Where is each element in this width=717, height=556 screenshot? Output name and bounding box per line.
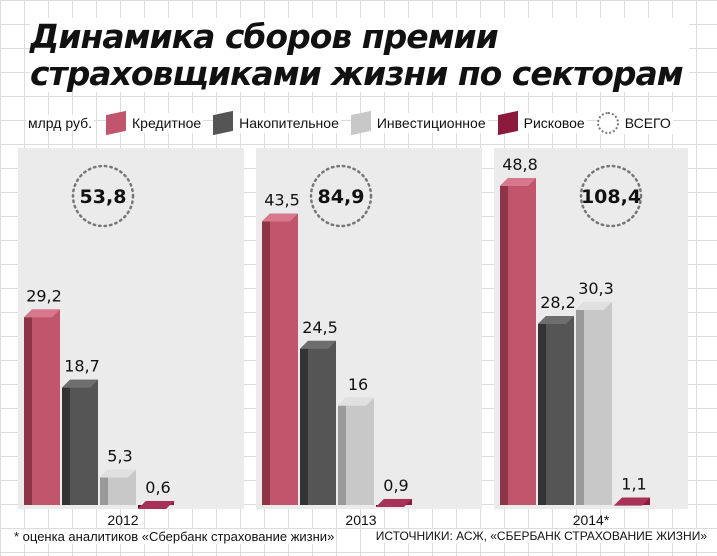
bar-top: [538, 316, 574, 325]
bar-Кредитное: [270, 213, 298, 506]
category-label: 2013: [345, 512, 376, 528]
legend-swatch-credit: [106, 110, 127, 136]
bar-side: [538, 316, 546, 505]
chart-title: Динамика сборов премии страховщиками жиз…: [30, 18, 689, 92]
footnote: * оценка аналитиков «Сбербанк страховани…: [14, 529, 335, 544]
bar-Инвестиционное: [584, 301, 612, 505]
data-label: 5,3: [107, 446, 132, 465]
bar-Инвестиционное: [346, 397, 374, 505]
legend-swatch-savings: [213, 110, 234, 136]
bar-side: [100, 469, 108, 505]
bar-top: [100, 469, 136, 478]
data-label: 1,1: [621, 475, 646, 494]
chart-title-line-2: страховщиками жизни по секторам: [30, 54, 684, 93]
data-label: 24,5: [302, 318, 338, 337]
bar-Кредитное: [32, 309, 60, 505]
bar-top: [376, 498, 412, 507]
data-label: 18,7: [64, 357, 100, 376]
total-circle: [579, 164, 643, 228]
legend-item-savings: Накопительное: [213, 110, 341, 136]
bar-Накопительное: [308, 340, 336, 505]
total-circle: [71, 164, 135, 228]
legend-item-total: ВСЕГО: [596, 112, 673, 134]
bar-top: [500, 178, 536, 187]
bar-top: [24, 309, 60, 318]
chart-title-line-1: Динамика сборов премии: [30, 17, 499, 56]
unit-label: млрд руб.: [26, 115, 95, 131]
legend-swatch-investment: [350, 110, 371, 136]
total-circle: [309, 164, 373, 228]
legend-swatch-risk: [497, 110, 518, 136]
bar-Накопительное: [546, 316, 574, 505]
bar-top: [338, 397, 374, 406]
category-label: 2014*: [573, 512, 610, 528]
bar-side: [262, 213, 270, 506]
legend-label-risk: Рисковое: [523, 115, 585, 131]
sources: ИСТОЧНИКИ: АСЖ, «СБЕРБАНК СТРАХОВАНИЕ ЖИ…: [375, 529, 707, 543]
data-label: 30,3: [578, 279, 614, 298]
category-label: 2012: [107, 512, 138, 528]
legend-label-total: ВСЕГО: [624, 115, 671, 131]
bar-top: [62, 379, 98, 388]
data-label: 43,5: [264, 191, 300, 210]
data-label: 0,9: [383, 476, 408, 495]
bar-top: [262, 213, 298, 222]
bar-top: [138, 500, 174, 509]
data-label: 48,8: [502, 155, 538, 174]
bar-side: [500, 178, 508, 506]
data-label: 16: [348, 375, 368, 394]
legend-label-savings: Накопительное: [239, 115, 339, 131]
data-label: 29,2: [26, 286, 62, 305]
bar-top: [576, 301, 612, 310]
bar-side: [62, 379, 70, 505]
legend-item-risk: Рисковое: [497, 110, 587, 136]
legend: млрд руб. Кредитное Накопительное Инвест…: [0, 106, 717, 140]
data-label: 28,2: [540, 293, 576, 312]
total-value: 53,8: [80, 186, 127, 208]
legend-swatch-total: [596, 112, 619, 134]
bar-side: [576, 301, 584, 505]
legend-item-investment: Инвестиционное: [350, 110, 488, 136]
bar-Кредитное: [508, 178, 536, 506]
total-value: 84,9: [318, 186, 365, 208]
bar-top: [614, 497, 650, 506]
legend-item-credit: Кредитное: [106, 110, 204, 136]
bar-side: [24, 309, 32, 505]
bar-side: [300, 340, 308, 505]
legend-label-investment: Инвестиционное: [376, 115, 486, 131]
bar-top: [300, 340, 336, 349]
bar-Накопительное: [70, 379, 98, 505]
data-label: 0,6: [145, 478, 170, 497]
bar-side: [338, 397, 346, 505]
legend-label-credit: Кредитное: [132, 115, 202, 131]
total-value: 108,4: [581, 186, 641, 208]
